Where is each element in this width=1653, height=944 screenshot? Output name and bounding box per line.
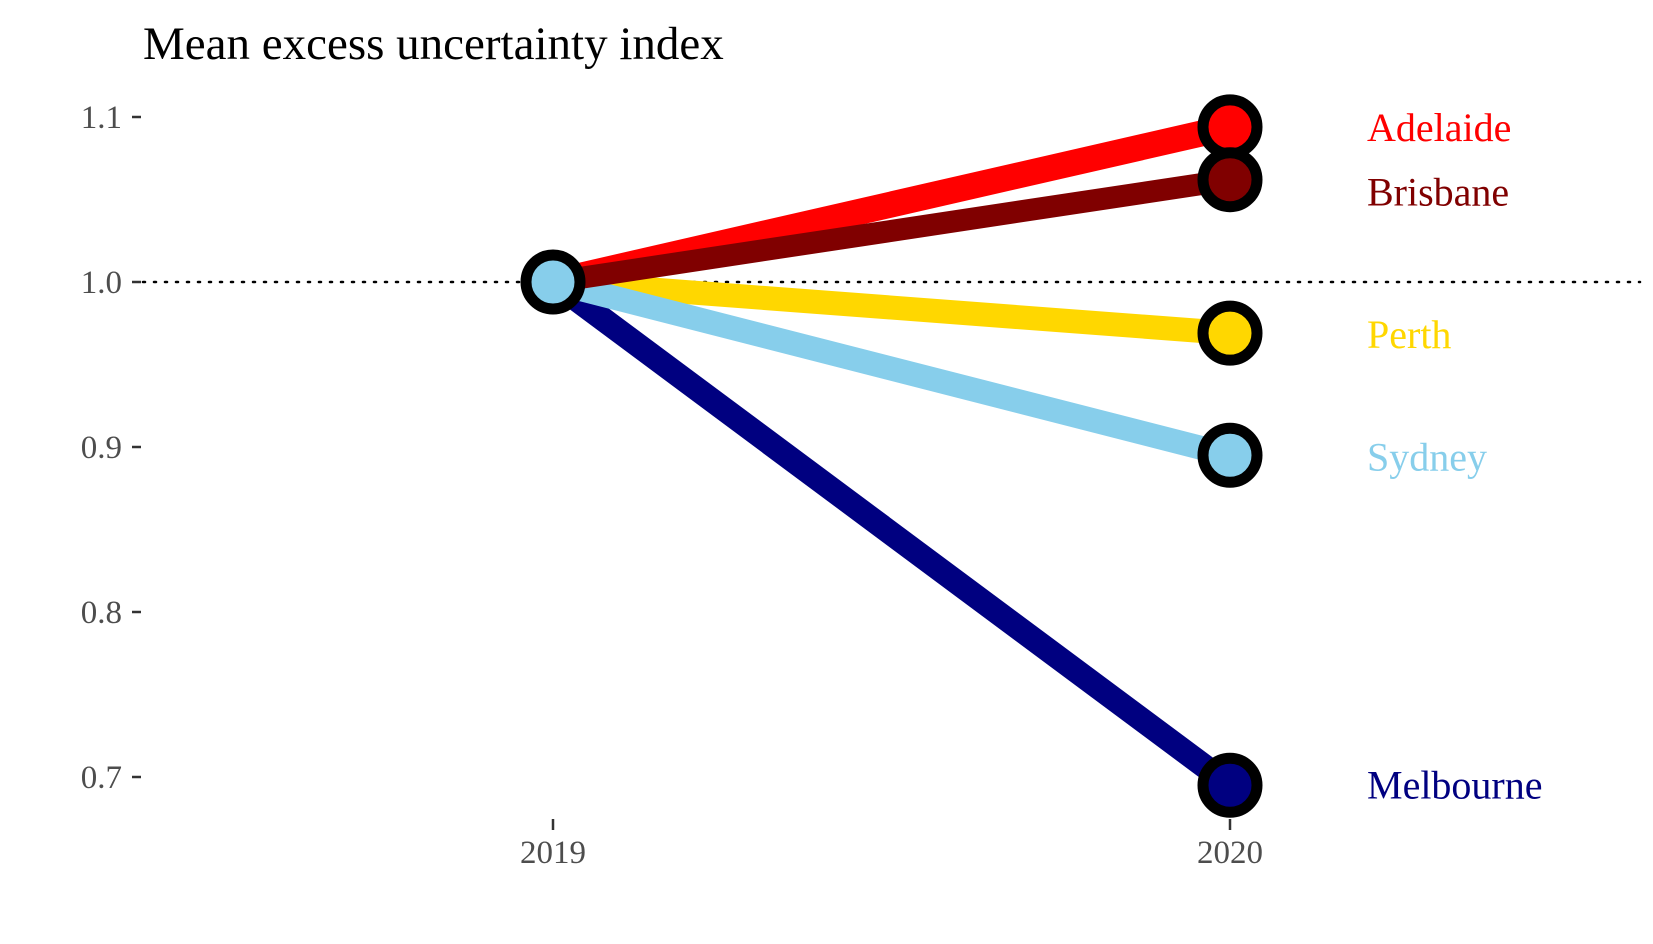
series-line-sydney: [550, 270, 1233, 467]
point-2020-melbourne: [1197, 752, 1263, 818]
chart-title: Mean excess uncertainty index: [143, 18, 724, 70]
point-2020-brisbane: [1197, 147, 1263, 213]
series-label-perth: Perth: [1367, 312, 1451, 357]
x-tick-label: 2019: [520, 835, 586, 871]
series-line-perth: [552, 270, 1231, 346]
series-label-sydney: Sydney: [1367, 434, 1487, 479]
point-2020-sydney: [1197, 422, 1263, 488]
y-tick-label: 0.9: [81, 430, 122, 466]
series-line-brisbane: [551, 168, 1232, 293]
y-tick-label: 0.7: [81, 760, 122, 796]
x-axis: 2019 2020: [520, 819, 1263, 871]
series-lines: [545, 114, 1238, 795]
series-points: [520, 94, 1263, 818]
x-tick-label: 2020: [1197, 835, 1263, 871]
point-2020-adelaide: [1197, 94, 1263, 160]
point-2019-shared: [520, 249, 586, 315]
y-axis: 0.7 0.8 0.9 1.0 1.1: [81, 100, 141, 796]
series-labels: Adelaide Brisbane Perth Sydney Melbourne: [1367, 105, 1543, 807]
y-tick-label: 0.8: [81, 595, 122, 631]
series-label-melbourne: Melbourne: [1367, 762, 1543, 807]
y-tick-label: 1.1: [81, 100, 122, 136]
series-label-adelaide: Adelaide: [1367, 105, 1511, 150]
series-line-melbourne: [545, 272, 1238, 795]
point-2020-perth: [1197, 300, 1263, 366]
series-label-brisbane: Brisbane: [1367, 170, 1509, 215]
y-tick-label: 1.0: [81, 265, 122, 301]
